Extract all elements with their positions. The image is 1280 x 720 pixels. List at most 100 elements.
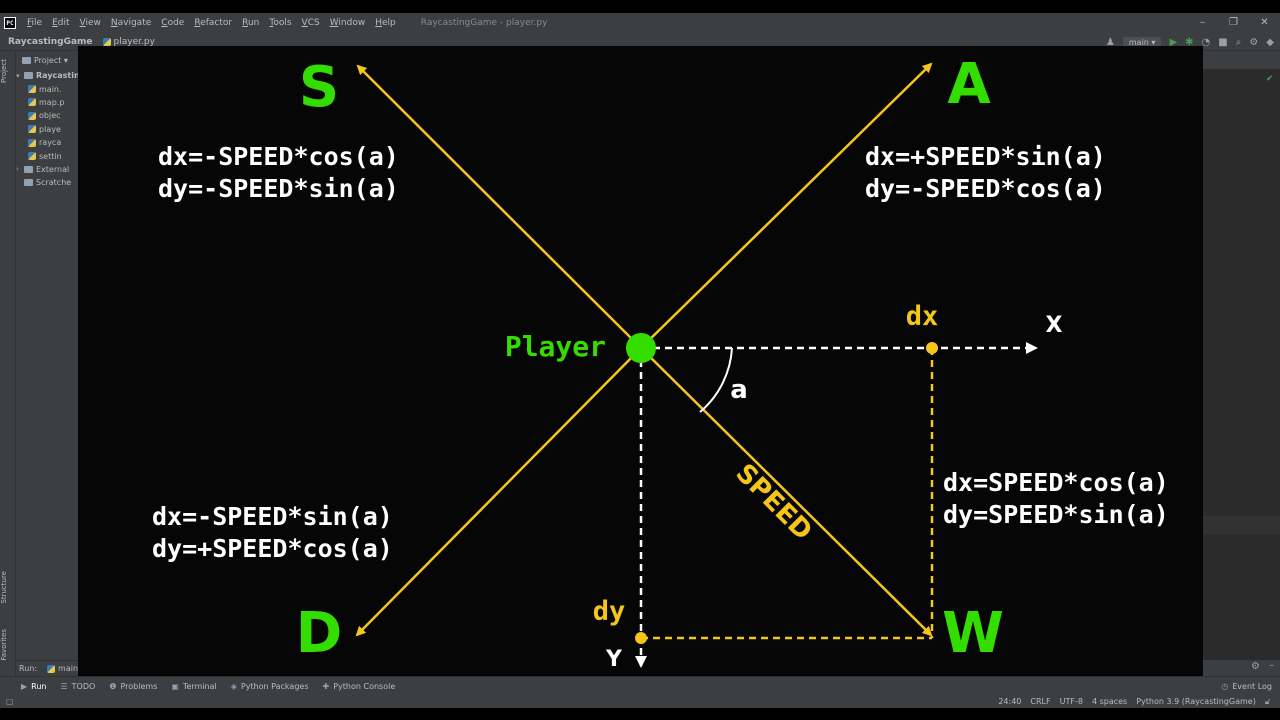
tree-file-label: settin [39, 151, 62, 161]
project-tool-tab[interactable]: Project [0, 59, 8, 83]
tree-file-label: main. [39, 84, 62, 94]
tab-problems[interactable]: ❶ Problems [102, 682, 164, 691]
project-panel-title: Project ▾ [34, 55, 68, 65]
arrow-w [640, 347, 933, 637]
bottom-tool-bar: ▶ Run ☰ TODO ❶ Problems ▣ Terminal ◈ Pyt… [0, 676, 1280, 695]
corner-label-d: D [296, 601, 342, 666]
nav-toolbar: ♟ main ▾ ▶ ✱ ◔ ■ ⌕ ⚙ ◆ [1106, 33, 1274, 51]
menu-help[interactable]: Help [375, 18, 396, 28]
indent-setting[interactable]: 4 spaces [1091, 697, 1128, 706]
favorites-tool-tab[interactable]: Favorites [0, 629, 8, 661]
gear-icon[interactable]: ⚙ [1249, 36, 1259, 48]
python-file-icon [47, 664, 56, 673]
tree-external-libraries[interactable]: › External [16, 163, 78, 176]
coverage-icon[interactable]: ◔ [1201, 36, 1211, 48]
tree-root-folder[interactable]: ▾ Raycasting [16, 69, 78, 82]
tree-external-label: External [36, 164, 70, 174]
player-label: Player [505, 330, 606, 363]
letterbox-top [0, 0, 1280, 13]
menu-vcs[interactable]: VCS [301, 18, 320, 28]
user-icon[interactable]: ♟ [1105, 36, 1115, 48]
python-file-icon [102, 37, 111, 46]
tree-file-object[interactable]: objec [16, 109, 78, 122]
tab-terminal[interactable]: ▣ Terminal [164, 682, 223, 691]
tab-python-packages[interactable]: ◈ Python Packages [224, 682, 316, 691]
run-config-selector[interactable]: main ▾ [1122, 36, 1162, 48]
arrow-s [356, 64, 642, 349]
stop-icon[interactable]: ■ [1218, 36, 1228, 48]
tree-file-raycasting[interactable]: rayca [16, 136, 78, 149]
tree-file-settings[interactable]: settin [16, 149, 78, 162]
tree-file-player[interactable]: playe [16, 123, 78, 136]
search-icon[interactable]: ⌕ [1235, 36, 1242, 48]
window-controls: – ❐ ✕ [1187, 13, 1280, 33]
minimize-icon[interactable]: – [1269, 660, 1274, 671]
tab-problems-label: Problems [120, 681, 158, 691]
file-encoding[interactable]: UTF-8 [1059, 697, 1083, 706]
menu-view[interactable]: View [79, 18, 101, 28]
run-strip: Run: main [16, 660, 78, 676]
tab-todo[interactable]: ☰ TODO [54, 682, 103, 691]
corner-label-a: A [947, 52, 991, 117]
breadcrumb-project[interactable]: RaycastingGame [8, 36, 93, 47]
angle-label: a [730, 375, 748, 405]
tab-todo-label: TODO [71, 681, 96, 691]
breadcrumb-file[interactable]: player.py [102, 37, 155, 47]
menu-edit[interactable]: Edit [52, 18, 70, 28]
run-config-tab[interactable]: main [58, 664, 78, 673]
project-panel-header[interactable]: Project ▾ [16, 51, 78, 69]
menu-refactor[interactable]: Refactor [194, 18, 233, 28]
close-button[interactable]: ✕ [1260, 17, 1269, 28]
console-icon: ✚ [322, 681, 330, 691]
restore-button[interactable]: ❐ [1229, 17, 1238, 28]
event-log-icon: ◷ [1221, 682, 1229, 691]
formula-d-dx: dx=-SPEED*sin(a) [152, 502, 393, 531]
menu-navigate[interactable]: Navigate [110, 18, 152, 28]
menu-code[interactable]: Code [161, 18, 185, 28]
tree-scratches[interactable]: Scratche [16, 176, 78, 189]
x-axis-label: X [1046, 313, 1063, 338]
caret-position[interactable]: 24:40 [998, 697, 1022, 706]
structure-tool-tab[interactable]: Structure [0, 571, 8, 604]
python-file-icon [28, 111, 36, 120]
project-view-icon [22, 56, 31, 64]
python-file-icon [28, 85, 36, 94]
tree-file-label: rayca [39, 138, 62, 148]
gear-icon[interactable]: ⚙ [1251, 661, 1260, 672]
collapse-arrow-icon[interactable]: › [16, 165, 19, 174]
run-panel-bar [1203, 660, 1280, 676]
tree-file-map[interactable]: map.p [16, 96, 78, 109]
event-log-button[interactable]: ◷ Event Log [1221, 677, 1272, 696]
editor-area[interactable] [1203, 51, 1280, 676]
minimize-button[interactable]: – [1200, 17, 1205, 28]
tab-python-console-label: Python Console [333, 681, 396, 691]
python-file-icon [28, 125, 36, 134]
player-dot [626, 333, 656, 363]
caret-line-highlight [1203, 516, 1280, 534]
python-interpreter[interactable]: Python 3.9 (RaycastingGame) [1136, 697, 1256, 706]
run-icon[interactable]: ▶ [1169, 36, 1178, 48]
menu-window[interactable]: Window [329, 18, 366, 28]
tree-file-label: map.p [39, 97, 65, 107]
ide-icon[interactable]: ◆ [1266, 36, 1274, 48]
tree-file-main[interactable]: main. [16, 82, 78, 95]
tab-python-console[interactable]: ✚ Python Console [316, 682, 403, 691]
dx-label: dx [906, 301, 939, 332]
lock-icon[interactable]: 🔓︎ [1264, 696, 1270, 706]
python-file-icon [28, 152, 36, 161]
expand-arrow-icon[interactable]: ▾ [16, 71, 20, 80]
check-icon: ✔ [1266, 74, 1274, 84]
status-toggle-icon[interactable]: ▢ [6, 697, 14, 706]
line-separator[interactable]: CRLF [1030, 697, 1051, 706]
angle-arc [699, 347, 733, 413]
menu-file[interactable]: File [27, 18, 43, 28]
menu-tools[interactable]: Tools [269, 18, 292, 28]
menu-run[interactable]: Run [242, 18, 260, 28]
dx-point [926, 342, 938, 354]
python-file-icon [28, 98, 36, 107]
tab-run[interactable]: ▶ Run [14, 682, 54, 691]
arrow-a [640, 62, 933, 349]
debug-icon[interactable]: ✱ [1185, 36, 1194, 48]
editor-tab-bar [1203, 51, 1280, 69]
corner-label-w: W [942, 601, 1004, 666]
